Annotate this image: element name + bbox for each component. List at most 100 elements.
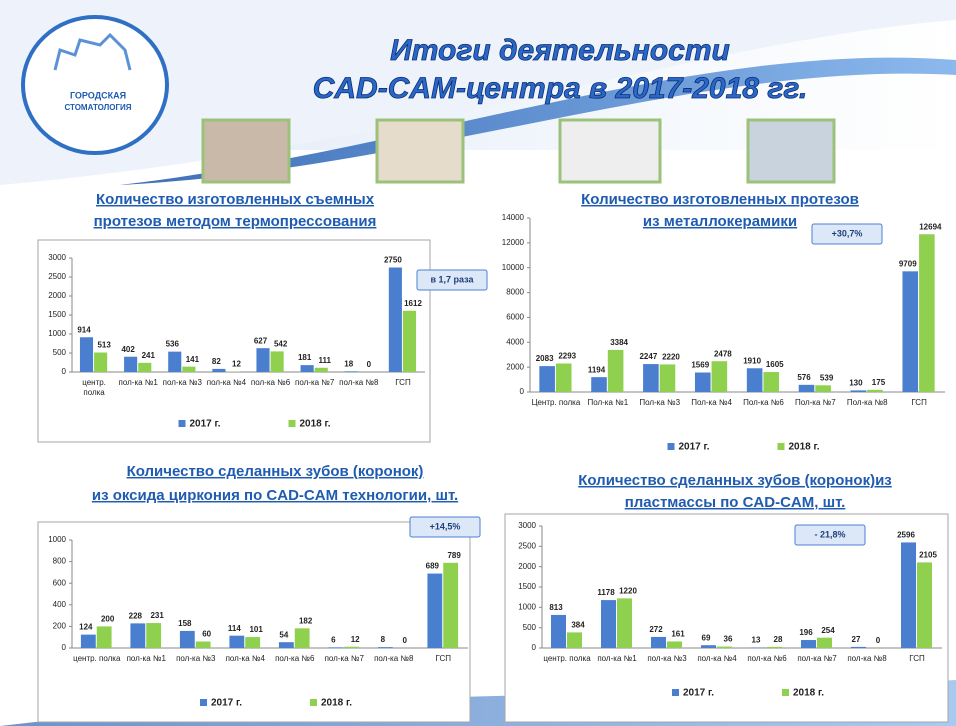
bar <box>747 368 763 392</box>
logo-text: ГОРОДСКАЯ <box>70 90 126 100</box>
bar <box>403 311 416 372</box>
legend-swatch <box>672 689 679 696</box>
bar <box>799 385 815 392</box>
annotation: в 1,7 раза <box>430 274 474 284</box>
x-tick-label: Пол-ка №6 <box>738 398 790 408</box>
legend-swatch <box>179 420 186 427</box>
x-tick-label: пол-ка №4 <box>221 654 271 664</box>
chart-frame <box>505 514 948 722</box>
value-label: 196 <box>799 628 813 637</box>
y-tick-label: 10000 <box>502 263 525 272</box>
value-label: 111 <box>319 356 332 365</box>
x-tick-label: пол-ка №7 <box>293 378 337 388</box>
y-tick-label: 12000 <box>502 238 525 247</box>
bar <box>817 638 832 648</box>
bar <box>229 636 244 648</box>
bar <box>146 623 161 648</box>
value-label: 175 <box>872 378 886 387</box>
bar <box>245 637 260 648</box>
chart-title: из оксида циркония по CAD-CAM технологии… <box>92 487 458 504</box>
value-label: 1220 <box>619 586 637 595</box>
value-label: 13 <box>752 636 761 645</box>
chart-title: Количество сделанных зубов (коронок) <box>127 463 424 480</box>
bar <box>279 642 294 648</box>
value-label: 2293 <box>558 352 576 361</box>
y-tick-label: 8000 <box>506 288 524 297</box>
value-label: 3384 <box>610 338 628 347</box>
value-label: 1612 <box>404 299 422 308</box>
legend-swatch <box>200 699 207 706</box>
legend-label: 2017 г. <box>679 442 710 453</box>
y-tick-label: 2000 <box>506 362 524 371</box>
bar <box>815 385 831 392</box>
x-tick-label: пол-ка №1 <box>122 654 172 664</box>
bar <box>196 642 211 648</box>
bar <box>389 268 402 373</box>
x-tick-label: ГСП <box>419 654 469 664</box>
bar <box>315 368 328 372</box>
bar <box>651 637 666 648</box>
value-label: 141 <box>186 355 200 364</box>
y-tick-label: 6000 <box>506 313 524 322</box>
photo <box>203 120 289 182</box>
x-tick-label: Пол-ка №3 <box>634 398 686 408</box>
annotation: +30,7% <box>832 228 863 238</box>
bar <box>712 361 728 392</box>
x-tick-label: пол-ка №4 <box>204 378 248 388</box>
legend-swatch <box>289 420 296 427</box>
legend-label: 2018 г. <box>793 688 824 699</box>
value-label: 1569 <box>691 361 709 370</box>
value-label: 2105 <box>919 551 937 560</box>
photo <box>377 120 463 182</box>
bar <box>601 600 616 648</box>
value-label: 1178 <box>597 588 615 597</box>
bar <box>643 364 659 392</box>
value-label: 114 <box>228 624 241 633</box>
value-label: 576 <box>797 373 811 382</box>
x-tick-label: Пол-ка №8 <box>841 398 893 408</box>
value-label: 8 <box>381 635 386 644</box>
x-tick-label: Центр. полка <box>530 398 582 408</box>
x-tick-label: пол-ка №8 <box>337 378 381 388</box>
x-tick-label: пол-ка №7 <box>320 654 370 664</box>
bar <box>182 367 195 372</box>
value-label: 130 <box>849 378 863 387</box>
bar <box>328 647 343 648</box>
y-tick-label: 2000 <box>48 291 66 300</box>
bar <box>80 337 93 372</box>
y-tick-label: 1000 <box>518 602 536 611</box>
value-label: 2596 <box>897 531 915 540</box>
x-tick-label: Пол-ка №4 <box>686 398 738 408</box>
value-label: 82 <box>212 357 221 366</box>
bar <box>180 631 195 648</box>
slide-canvas: ГОРОДСКАЯ СТОМАТОЛОГИЯ Итоги деятельност… <box>0 0 956 726</box>
value-label: 914 <box>77 325 91 334</box>
bar <box>751 647 766 648</box>
value-label: 54 <box>279 630 288 639</box>
x-tick-label: пол-ка №3 <box>160 378 204 388</box>
y-tick-label: 2000 <box>518 562 536 571</box>
y-tick-label: 800 <box>53 557 67 566</box>
photo <box>748 120 834 182</box>
legend-swatch <box>310 699 317 706</box>
legend-label: 2018 г. <box>300 419 331 430</box>
value-label: 12 <box>232 360 241 369</box>
value-label: 2478 <box>714 349 732 358</box>
x-tick-label: пол-ка №6 <box>249 378 293 388</box>
y-tick-label: 0 <box>520 387 525 396</box>
legend-label: 2018 г. <box>789 442 820 453</box>
bar <box>695 372 711 392</box>
bar <box>591 377 607 392</box>
logo <box>23 17 167 153</box>
value-label: 689 <box>426 562 440 571</box>
bar <box>667 641 682 648</box>
y-tick-label: 0 <box>532 643 537 652</box>
value-label: 0 <box>876 636 881 645</box>
legend-swatch <box>778 443 785 450</box>
legend-label: 2017 г. <box>211 698 242 709</box>
value-label: 6 <box>331 635 336 644</box>
value-label: 254 <box>821 626 835 635</box>
slide-title: Итоги деятельности <box>390 34 730 67</box>
legend-label: 2018 г. <box>321 698 352 709</box>
value-label: 124 <box>79 623 93 632</box>
